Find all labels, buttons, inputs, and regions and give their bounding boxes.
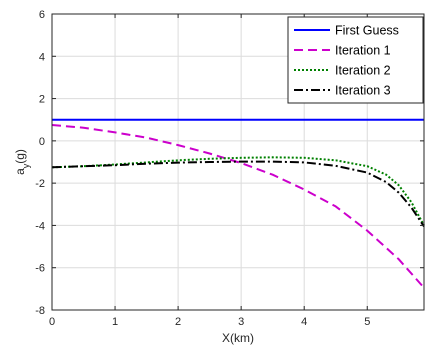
y-tick-label: 0: [39, 136, 45, 148]
legend-box: [287, 16, 424, 104]
axis-ticks: 0 1 2 3 4 5 -8 -6 -4 -2 0 2 4 6: [35, 9, 424, 328]
y-tick-label: -2: [35, 178, 45, 190]
x-tick-label: 1: [112, 316, 118, 328]
x-tick-label: 4: [301, 316, 307, 328]
y-axis-label-main: a: [13, 168, 27, 175]
x-tick-label: 3: [238, 316, 244, 328]
legend: First Guess Iteration 1 Iteration 2 Iterati…: [287, 16, 424, 104]
y-tick-label: 2: [39, 94, 45, 106]
y-axis-label: ay(g): [13, 149, 31, 175]
x-tick-label: 0: [49, 316, 55, 328]
y-axis-label-subscript: y: [21, 163, 31, 168]
x-tick-label: 2: [175, 316, 181, 328]
y-axis-label-unit: (g): [13, 149, 27, 164]
legend-label-4: Iteration 3: [335, 84, 391, 98]
y-tick-label: 4: [39, 51, 45, 63]
y-tick-label: -8: [35, 305, 45, 317]
series-line-4: [51, 160, 425, 228]
x-axis-label: X(km): [222, 331, 254, 345]
y-tick-label: -6: [35, 263, 45, 275]
legend-label-1: First Guess: [335, 24, 399, 38]
legend-label-2: Iteration 1: [335, 44, 391, 58]
y-tick-label: -4: [35, 220, 45, 232]
series-line-2: [51, 124, 425, 289]
plot-area-frame: [51, 13, 425, 311]
x-tick-label: 5: [364, 316, 370, 328]
legend-label-3: Iteration 2: [335, 64, 391, 78]
series-layer: [51, 118, 425, 289]
y-tick-label: 6: [39, 9, 45, 21]
